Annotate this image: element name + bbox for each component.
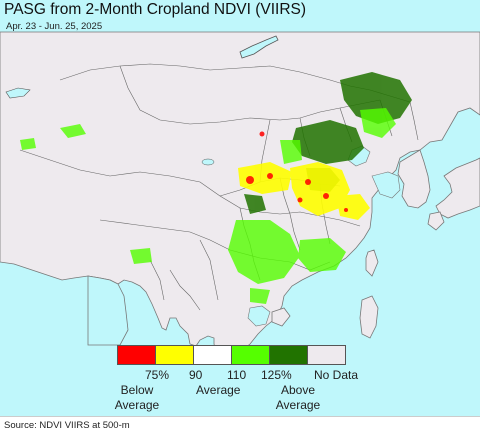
legend-tick-125: 125% xyxy=(261,368,292,382)
land-japan xyxy=(435,157,480,219)
ndvi-above-green xyxy=(20,108,396,304)
legend-tick-75: 75% xyxy=(145,368,170,382)
map-title: PASG from 2-Month Cropland NDVI (VIIRS) xyxy=(4,1,307,18)
legend-swatch-90-110 xyxy=(193,345,232,365)
land-taiwan xyxy=(365,249,379,277)
ndvi-below-red xyxy=(246,131,348,212)
legend-tick-90: 90 xyxy=(189,368,203,382)
legend-tick-110: 110 xyxy=(227,368,247,382)
ndvi-below-yellow xyxy=(238,162,370,220)
lake-balkhash xyxy=(5,87,31,99)
legend-below-average: Below Average xyxy=(114,383,160,412)
footer: Source: NDVI VIIRS at 500-m xyxy=(0,416,480,435)
legend-above-average: Above Average xyxy=(275,383,321,412)
legend-swatch-75-90 xyxy=(155,345,194,365)
legend-color-bar xyxy=(117,345,346,365)
qinghai-lake xyxy=(201,158,215,166)
lake-baikal xyxy=(239,35,279,59)
legend-average: Average xyxy=(196,383,241,397)
legend-swatch-no-data xyxy=(307,345,346,365)
legend-swatch-above-125 xyxy=(269,345,308,365)
land-korea xyxy=(397,149,431,209)
legend-swatch-110-125 xyxy=(231,345,270,365)
admin-borders xyxy=(19,63,419,311)
date-range: Apr. 23 - Jun. 25, 2025 xyxy=(6,21,103,32)
land-hainan xyxy=(271,307,291,327)
land-luzon xyxy=(359,295,379,339)
land-kyushu xyxy=(427,211,445,231)
yellow-sea xyxy=(371,171,401,199)
bay-of-bengal xyxy=(87,275,129,346)
legend-no-data-label: No Data xyxy=(314,368,359,382)
source-note: Source: NDVI VIIRS at 500-m xyxy=(4,420,130,431)
gulf-of-tonkin xyxy=(247,305,271,327)
legend-swatch-below-75 xyxy=(117,345,156,365)
